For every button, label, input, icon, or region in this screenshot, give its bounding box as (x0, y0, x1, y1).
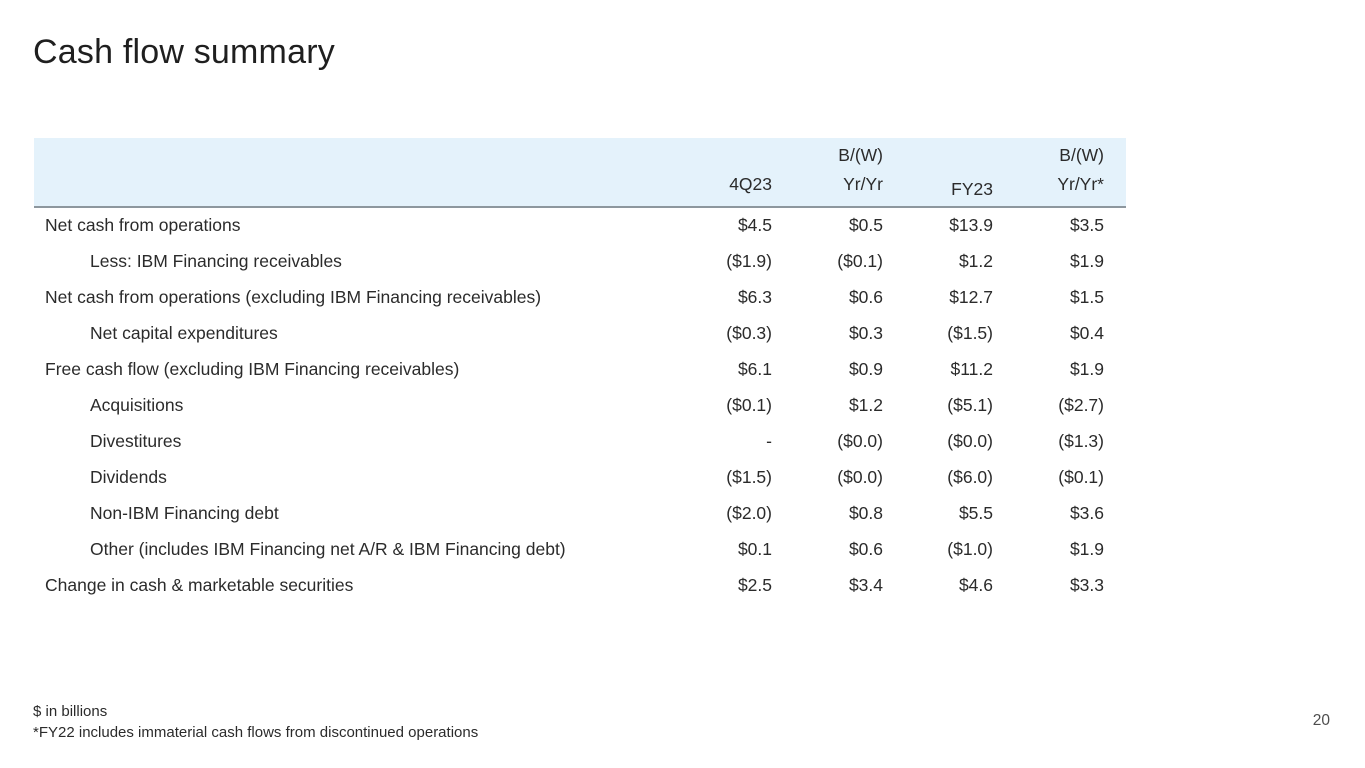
row-value: ($6.0) (947, 466, 993, 487)
row-value: $13.9 (949, 215, 993, 235)
row-value: ($2.0) (726, 502, 772, 523)
row-label: Change in cash & marketable securities (45, 574, 354, 595)
row-label: Net cash from operations (45, 215, 241, 235)
table-header-row: 4Q23 B/(W) Yr/Yr FY23 B/(W) Yr/Yr* (34, 138, 1126, 208)
table-row: Net capital expenditures ($0.3) $0.3 ($1.5)… (34, 315, 1126, 351)
row-label: Free cash flow (excluding IBM Financing … (45, 358, 460, 379)
header-line2: FY23 (951, 179, 993, 199)
row-value: $11.2 (950, 358, 994, 379)
header-fy23: FY23 (883, 138, 993, 208)
cash-flow-summary-table: 4Q23 B/(W) Yr/Yr FY23 B/(W) Yr/Yr* (34, 138, 1126, 603)
table-row: Dividends ($1.5) ($0.0) ($6.0) ($0.1) (34, 459, 1126, 495)
row-value: $5.5 (958, 502, 993, 523)
table-row: Less: IBM Financing receivables ($1.9) ($0… (34, 243, 1126, 279)
row-value: $0.4 (1069, 322, 1104, 343)
row-value: ($0.1) (726, 394, 772, 415)
row-value: ($0.1) (837, 250, 883, 271)
footnote-units: $ in billions (33, 703, 108, 720)
row-value: ($0.0) (837, 430, 883, 451)
row-value: $1.9 (1069, 358, 1104, 379)
table-row: Non-IBM Financing debt ($2.0) $0.8 $5.5 $3.6 (34, 495, 1126, 531)
row-label: Net cash from operations (excluding IBM … (45, 286, 542, 307)
row-value: $6.3 (737, 286, 772, 307)
row-label: Acquisitions (90, 394, 184, 415)
header-empty (34, 138, 680, 208)
row-value: - (766, 430, 772, 451)
cashflow-table-body: Net cash from operations $4.5 $0.5 $13.9 $3.… (34, 207, 1126, 603)
row-value: $0.6 (848, 538, 883, 559)
row-value: $1.5 (1069, 286, 1104, 307)
row-value: $0.9 (848, 358, 883, 379)
row-value: ($1.5) (726, 466, 772, 487)
table-row: Other (includes IBM Financing net A/R & … (34, 531, 1126, 567)
row-value: $2.5 (737, 574, 772, 595)
row-label: Less: IBM Financing receivables (90, 250, 342, 271)
header-line1: B/(W) (1059, 145, 1104, 165)
row-value: ($2.7) (1058, 394, 1104, 415)
header-line2: 4Q23 (729, 174, 772, 194)
row-value: $1.9 (1069, 250, 1104, 271)
row-value: $3.5 (1069, 215, 1104, 235)
row-value: $4.6 (958, 574, 993, 595)
row-value: $1.9 (1069, 538, 1104, 559)
row-value: $1.2 (848, 394, 883, 415)
table-row: Net cash from operations $4.5 $0.5 $13.9 $3.… (34, 207, 1126, 243)
header-bw-yryr: B/(W) Yr/Yr (772, 138, 883, 208)
row-value: ($5.1) (947, 394, 993, 415)
row-value: ($0.0) (947, 430, 993, 451)
row-value: $0.3 (848, 322, 883, 343)
row-value: ($1.0) (947, 538, 993, 559)
row-label: Non-IBM Financing debt (90, 502, 279, 523)
table-row: Net cash from operations (excluding IBM … (34, 279, 1126, 315)
row-value: $3.3 (1069, 574, 1104, 595)
row-value: $4.5 (737, 215, 772, 235)
footnote-fy22: *FY22 includes immaterial cash flows fro… (33, 723, 479, 741)
table-row: Acquisitions ($0.1) $1.2 ($5.1) ($2.7) (34, 387, 1126, 423)
footnotes: $ in billions *FY22 includes immaterial … (33, 702, 478, 743)
row-value: ($0.1) (1058, 466, 1104, 487)
header-line1: B/(W) (838, 145, 883, 165)
row-value: $0.6 (848, 286, 883, 307)
header-bw-yryr-star: B/(W) Yr/Yr* (993, 138, 1126, 208)
row-value: $1.2 (958, 250, 993, 271)
row-value: $0.8 (848, 502, 883, 523)
row-value: ($0.3) (726, 322, 772, 343)
header-line2: Yr/Yr* (1057, 174, 1104, 194)
table-row: Change in cash & marketable securities $2… (34, 567, 1126, 603)
row-value: ($1.3) (1058, 430, 1104, 451)
row-value: ($1.5) (947, 322, 993, 343)
row-value: $3.6 (1069, 502, 1104, 523)
row-value: $0.1 (737, 538, 772, 559)
row-value: $0.5 (848, 215, 883, 235)
table-row: Divestitures - ($0.0) ($0.0) ($1.3) (34, 423, 1126, 459)
row-value: $3.4 (848, 574, 883, 595)
page-title: Cash flow summary (33, 33, 335, 71)
row-value: ($0.0) (837, 466, 883, 487)
row-value: $12.7 (949, 286, 993, 307)
header-4q23: 4Q23 (680, 138, 772, 208)
row-label: Dividends (90, 466, 167, 487)
row-value: ($1.9) (726, 250, 772, 271)
row-value: $6.1 (737, 358, 772, 379)
cash-flow-table: 4Q23 B/(W) Yr/Yr FY23 B/(W) Yr/Yr* (34, 138, 1126, 603)
row-label: Divestitures (90, 430, 182, 451)
header-line2: Yr/Yr (843, 174, 883, 194)
table-row: Free cash flow (excluding IBM Financing … (34, 351, 1126, 387)
row-label: Net capital expenditures (90, 322, 278, 343)
page-number: 20 (1312, 712, 1330, 729)
row-label: Other (includes IBM Financing net A/R & … (90, 538, 566, 559)
